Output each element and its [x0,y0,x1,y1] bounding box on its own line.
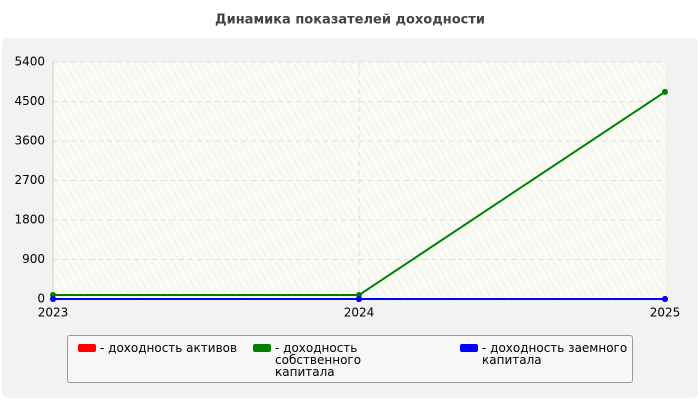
legend-swatch [78,344,96,352]
legend-label: - доходность активов [100,341,238,355]
legend: - доходность активов - доходность собстве… [67,335,633,383]
legend-item: - доходность активов [78,342,248,354]
y-tick-label: 1800 [14,213,45,227]
legend-item: - доходность заемного капитала [460,342,630,366]
legend-item: - доходность собственного капитала [253,342,423,378]
legend-label: - доходность заемного капитала [482,341,628,367]
y-tick-label: 2700 [14,173,45,187]
legend-label: - доходность собственного капитала [275,341,362,379]
y-tick-label: 3600 [14,134,45,148]
y-tick-label: 5400 [14,55,45,69]
point [662,296,668,302]
chart-title: Динамика показателей доходности [215,13,485,28]
point [662,88,668,95]
x-tick-label: 2023 [38,306,69,320]
point [356,296,362,302]
y-tick-label: 900 [22,252,45,266]
point [50,296,56,302]
x-tick-label: 2024 [344,306,375,320]
legend-swatch [460,344,478,352]
legend-swatch [253,344,271,352]
y-tick-label: 4500 [14,94,45,108]
x-tick-label: 2025 [650,306,681,320]
y-tick-label: 0 [37,292,45,306]
